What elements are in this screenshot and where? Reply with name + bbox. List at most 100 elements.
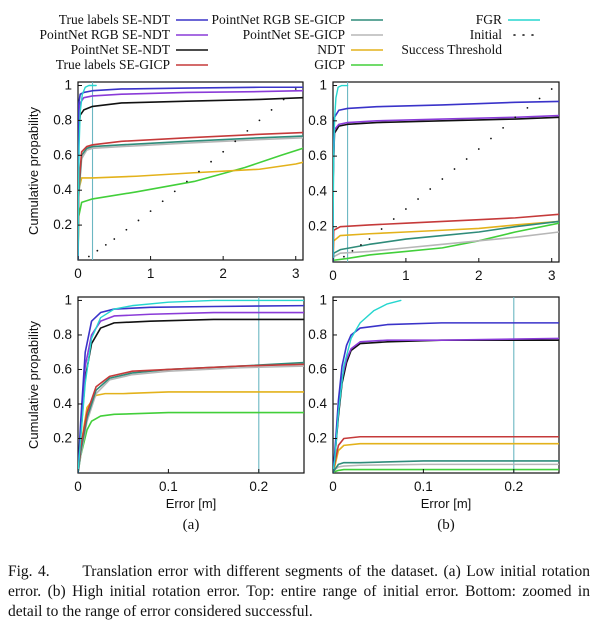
plot-area [78,82,303,260]
plot-frame [77,296,305,474]
y-tick-label: 0.6 [53,147,72,162]
initial-point [96,249,99,252]
series-pointnet-se-ndt [333,339,559,473]
initial-point [294,88,297,90]
series-true-labels-se-ndt [333,100,559,262]
series-true-labels-se-gicp [78,363,304,473]
y-tick-label: 0.2 [308,219,327,234]
initial-point [392,218,395,220]
series-pointnet-rgb-se-ndt [78,311,304,473]
series-true-labels-se-ndt [333,322,559,473]
series-pointnet-rgb-se-ndt [333,114,559,262]
series-ndt [333,442,559,473]
initial-point [453,168,456,170]
y-tick-label: 0.4 [308,183,327,198]
series-pointnet-rgb-se-gicp [78,135,303,260]
plot-area [333,297,559,473]
legend-item-success-threshold: Success Threshold [401,42,502,57]
initial-point [137,219,140,222]
series-pointnet-rgb-se-gicp [333,220,559,262]
legend-label: Initial [470,27,502,42]
chart-panel-b-bottom: 0 0.1 0.2 0.2 0.4 0.6 0.8 1 Error [m] (b) [308,292,560,533]
y-tick-label: 0.2 [53,430,72,445]
series-ndt [78,391,304,473]
initial-point [104,243,107,246]
initial-point [210,160,212,163]
series-pointnet-se-ndt [78,96,303,260]
initial-point [113,238,116,240]
y-tick-label: 0.8 [308,327,327,342]
y-tick-label: 0.8 [53,112,72,127]
legend-item-fgr: FGR [476,12,540,27]
initial-point [405,208,407,210]
y-tick-label: 0.6 [53,361,72,376]
initial-point [538,97,541,100]
x-tick-label: 1 [402,268,410,283]
initial-point [368,238,371,240]
series-fgr [333,299,402,473]
initial-point [185,180,188,183]
x-tick-label: 0.2 [249,479,268,494]
legend-label: NDT [317,42,345,57]
y-tick-label: 0.2 [53,217,72,232]
y-tick-label: 0.6 [308,148,327,163]
x-tick-label: 0.2 [504,479,523,494]
plot-area [78,297,304,473]
series-pointnet-se-gicp [78,137,303,260]
x-tick-label: 3 [548,268,556,283]
x-tick-label: 0 [329,268,337,283]
series-pointnet-se-ndt [78,318,304,473]
initial-point [125,228,128,231]
chart-panel-a-top: 0 1 2 3 0.2 0.4 0.6 0.8 1 Cumulative propability [26,77,304,281]
y-tick-label: 1 [319,78,327,93]
initial-point [550,88,553,90]
x-tick-label: 0 [74,266,82,281]
series-fgr [333,84,349,262]
initial-point [465,158,468,160]
y-tick-label: 0.8 [308,113,327,128]
series-fgr [78,299,304,473]
series-gicp [78,411,304,473]
legend-label: PointNet RGB SE-GICP [211,12,345,27]
initial-point [282,98,285,101]
y-tick-label: 1 [64,292,72,307]
initial-point [441,178,444,180]
panel-label: (b) [437,517,455,533]
initial-point [161,200,164,203]
legend-item-true-labels-se-ndt: True labels SE-NDT [59,12,208,27]
legend-item-pointnet-rgb-se-ndt: PointNet RGB SE-NDT [39,27,208,42]
x-tick-label: 0.1 [414,479,433,494]
legend-label: PointNet SE-GICP [243,27,345,42]
legend-item-pointnet-se-gicp: PointNet SE-GICP [243,27,383,42]
initial-point [270,109,273,111]
series-true-labels-se-ndt [78,304,304,473]
initial-point [477,148,480,150]
legend-item-true-labels-se-gicp: True labels SE-GICP [56,57,208,72]
series-true-labels-se-gicp [78,131,303,260]
series-pointnet-se-gicp [333,231,559,262]
x-tick-label: 2 [219,266,227,281]
initial-point [526,106,529,109]
plot-frame [77,81,304,261]
series-pointnet-se-ndt [333,116,559,262]
caption-text: Translation error with different segment… [8,563,590,620]
series-initial-dots [343,88,553,258]
series-pointnet-rgb-se-ndt [78,89,303,260]
x-tick-label: 0 [74,479,82,494]
series-gicp [333,222,559,262]
x-tick-label: 2 [475,268,483,283]
axis-group: 0 1 2 3 0.2 0.4 0.6 0.8 1 Cumulative propability [26,77,299,281]
legend-item-initial: Initial [470,27,539,42]
initial-point [173,190,176,193]
legend-item-gicp: GICP [314,57,383,72]
y-tick-label: 0.8 [53,327,72,342]
initial-point [234,140,237,143]
y-tick-label: 0.2 [308,430,327,445]
legend-item-pointnet-rgb-se-gicp: PointNet RGB SE-GICP [211,12,383,27]
series-pointnet-se-gicp [78,365,304,473]
series-ndt [333,220,559,262]
